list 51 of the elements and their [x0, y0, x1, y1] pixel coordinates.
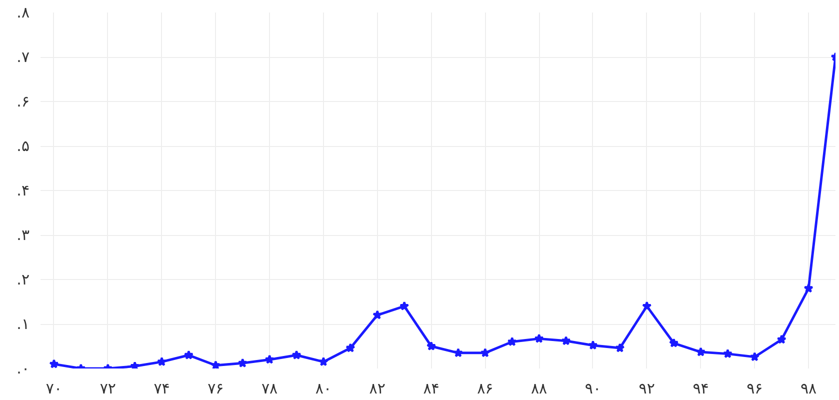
- x-tick-label: ۸۰: [315, 380, 332, 398]
- point: [588, 340, 598, 350]
- point: [750, 352, 760, 362]
- point: [426, 341, 436, 350]
- point: [346, 343, 356, 352]
- y-tick-label: .۱: [16, 315, 30, 333]
- x-tick-label: ۷۶: [208, 380, 224, 398]
- point: [669, 338, 679, 348]
- point: [642, 301, 652, 310]
- point: [210, 360, 220, 368]
- point: [534, 334, 544, 343]
- point: [130, 361, 140, 368]
- point: [615, 343, 625, 352]
- x-tick-label: ۷۲: [100, 380, 116, 398]
- point: [318, 356, 328, 366]
- point: [238, 358, 248, 368]
- point: [722, 348, 733, 358]
- point: [292, 350, 302, 360]
- x-tick-label: ۸۴: [423, 380, 440, 398]
- point: [184, 350, 194, 360]
- y-tick-label: .۲: [16, 270, 30, 288]
- y-tick-label: .۷: [16, 48, 30, 66]
- x-tick-label: ۹۲: [638, 380, 655, 398]
- point: [49, 359, 59, 368]
- point: [696, 347, 706, 356]
- point: [480, 348, 490, 358]
- y-tick-label: .۰: [16, 360, 30, 378]
- x-tick-label: ۸۸: [531, 380, 548, 398]
- x-tick-label: ۸۲: [369, 380, 386, 398]
- point: [264, 354, 274, 364]
- point: [776, 334, 786, 344]
- point: [561, 336, 571, 346]
- point: [804, 283, 814, 293]
- y-tick-label: .۶: [16, 92, 30, 110]
- y-tick-label: .۵: [16, 137, 30, 155]
- point: [453, 348, 464, 358]
- y-tick-label: .۳: [16, 226, 30, 244]
- y-tick-label: .۴: [16, 182, 30, 200]
- point: [156, 356, 167, 366]
- x-tick-label: ۷۰: [46, 380, 62, 398]
- x-tick-label: ۸۶: [477, 380, 494, 398]
- point: [507, 336, 517, 346]
- x-tick-label: ۹۶: [746, 380, 763, 398]
- x-tick-label: ۹۰: [584, 380, 602, 398]
- point: [372, 310, 382, 320]
- x-tick-label: ۹۸: [800, 380, 817, 398]
- y-tick-label: .۸: [16, 4, 30, 22]
- x-tick-label: ۷۸: [262, 380, 278, 398]
- x-tick-label: ۹۴: [692, 380, 709, 398]
- x-tick-label: ۷۴: [154, 380, 170, 398]
- point: [400, 301, 410, 310]
